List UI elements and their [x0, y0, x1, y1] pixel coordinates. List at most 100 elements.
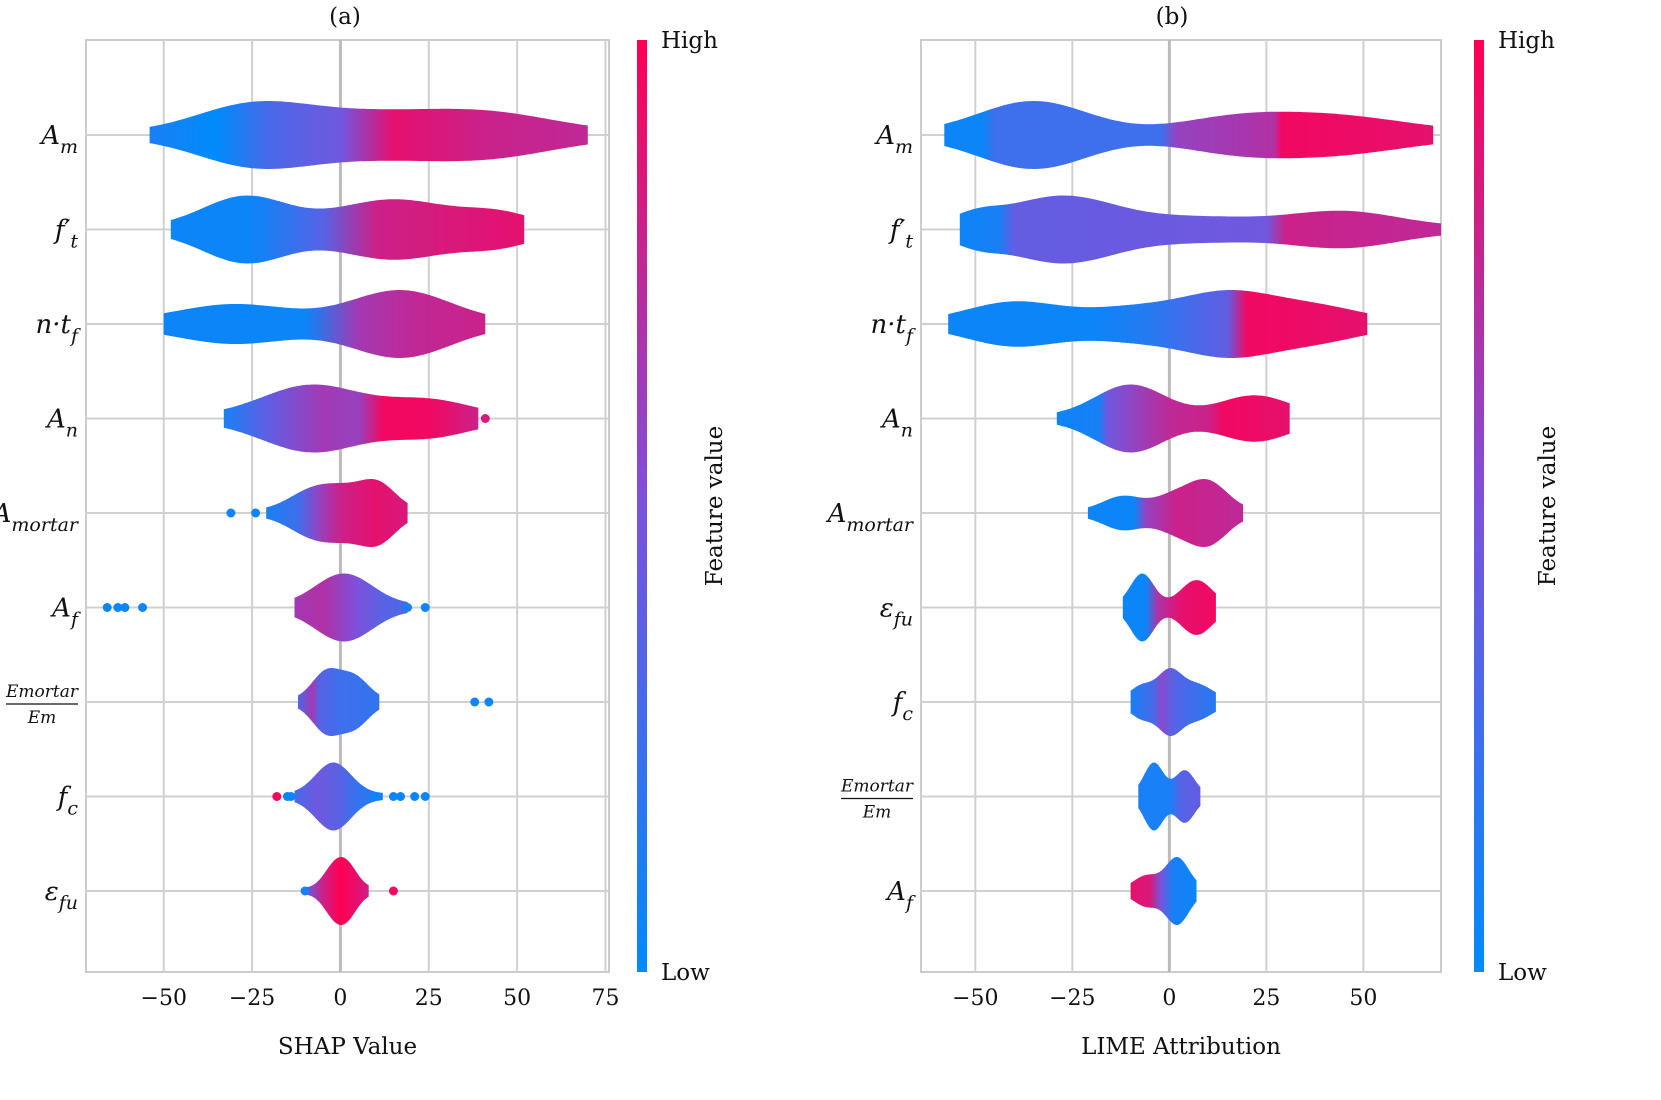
colorbar-high-label: High [1498, 28, 1555, 54]
colorbar [1474, 40, 1484, 972]
svg-text:Emortar: Emortar [5, 682, 79, 702]
colorbar [637, 40, 647, 972]
outlier-point [420, 792, 430, 801]
colorbar-low-label: Low [661, 960, 710, 986]
x-tick-label: 0 [333, 986, 347, 1011]
feature-label-n·t_f: n·tf [35, 310, 80, 347]
svg-text:Af: Af [885, 877, 916, 914]
outlier-point [251, 508, 261, 518]
violin-f't [959, 195, 1441, 264]
plot-frame [85, 39, 610, 973]
svg-text:fc: fc [56, 783, 79, 820]
x-tick-label: −50 [952, 986, 998, 1011]
outlier-point [300, 886, 310, 896]
svg-text:f′t: f′t [53, 216, 79, 253]
x-tick-label: 25 [1252, 986, 1280, 1011]
feature-label-n·t_f: n·tf [870, 310, 915, 347]
outlier-point [282, 792, 292, 801]
svg-text:Am: Am [39, 121, 78, 158]
feature-label-A_mortar: Amortar [0, 499, 80, 536]
violin-n·t_f [163, 290, 486, 358]
panel-title: (a) [329, 4, 361, 30]
svg-text:fc: fc [891, 688, 914, 725]
outlier-point [226, 508, 236, 518]
feature-label-ε_fu: εfu [880, 594, 913, 631]
x-axis-label: LIME Attribution [1081, 1034, 1281, 1060]
feature-label-A_mortar: Amortar [826, 499, 915, 536]
violin-A_mortar [1087, 479, 1244, 547]
panel-shap: Am f′t n·tf An Amortar Af Emortar Em fc εfu −50 −25… [0, 4, 728, 1060]
outlier-point [484, 697, 494, 707]
feature-label-A_n: An [45, 405, 78, 442]
feature-label-A_f: Af [885, 877, 916, 914]
outlier-point [113, 603, 123, 612]
violin-A_n [223, 384, 479, 453]
feature-label-Emortar/Em: Emortar Em [840, 777, 914, 823]
x-tick-label: 25 [415, 986, 443, 1011]
violin-A_f [1130, 857, 1197, 925]
outlier-point [388, 886, 398, 896]
violin-A_m [944, 101, 1434, 169]
svg-text:Amortar: Amortar [826, 499, 915, 536]
x-tick-label: −25 [229, 986, 275, 1011]
svg-text:Em: Em [862, 803, 892, 823]
panel-title: (b) [1156, 4, 1189, 30]
feature-label-ε_fu: εfu [45, 877, 78, 914]
svg-text:f′t: f′t [888, 216, 914, 253]
outlier-point [120, 603, 130, 612]
svg-text:εfu: εfu [45, 877, 78, 914]
feature-label-A_m: Am [39, 121, 78, 158]
violin-n·t_f [948, 290, 1368, 358]
violin-f_c [294, 762, 383, 831]
x-tick-label: −50 [141, 986, 187, 1011]
feature-label-A_n: An [880, 405, 913, 442]
outlier-point [420, 603, 430, 612]
outlier-point [470, 697, 480, 707]
feature-label-f_c: fc [891, 688, 914, 725]
outlier-point [138, 603, 148, 612]
feature-label-f't: f′t [888, 216, 914, 253]
violin-f't [170, 195, 525, 264]
outlier-point [371, 792, 381, 801]
violin-A_mortar [266, 479, 408, 547]
svg-text:εfu: εfu [880, 594, 913, 631]
outlier-point [410, 792, 420, 801]
outlier-point [480, 414, 490, 423]
x-tick-label: 50 [503, 986, 531, 1011]
x-tick-label: 0 [1162, 986, 1176, 1011]
colorbar-low-label: Low [1498, 960, 1547, 986]
outlier-point [396, 792, 406, 801]
violin-ε_fu [305, 857, 369, 925]
outlier-point [388, 792, 398, 801]
svg-text:Am: Am [874, 121, 913, 158]
violin-f_c [1130, 668, 1216, 736]
feature-label-Emortar/Em: Emortar Em [5, 682, 79, 728]
svg-text:n·tf: n·tf [870, 310, 915, 347]
svg-text:Af: Af [50, 594, 81, 631]
panel-lime: Am f′t n·tf An Amortar εfu fc Emortar Em Af −50 −25… [826, 4, 1561, 1060]
violin-A_n [1056, 384, 1290, 453]
svg-text:Em: Em [27, 708, 57, 728]
outlier-point [272, 792, 282, 801]
violin-Emortar/Em [1138, 762, 1201, 831]
feature-label-f't: f′t [53, 216, 79, 253]
x-tick-label: −25 [1049, 986, 1095, 1011]
x-tick-label: 50 [1349, 986, 1377, 1011]
colorbar-title: Feature value [1535, 426, 1561, 586]
x-axis-label: SHAP Value [278, 1034, 417, 1060]
colorbar-high-label: High [661, 28, 718, 54]
violin-A_m [149, 101, 588, 169]
svg-text:Amortar: Amortar [0, 499, 80, 536]
violin-ε_fu [1122, 573, 1216, 642]
feature-label-A_m: Am [874, 121, 913, 158]
svg-text:Emortar: Emortar [840, 777, 914, 797]
colorbar-title: Feature value [702, 426, 728, 586]
feature-label-A_f: Af [50, 594, 81, 631]
violin-A_f [294, 573, 408, 642]
outlier-point [102, 603, 112, 612]
violin-Emortar/Em [298, 668, 380, 736]
svg-text:n·tf: n·tf [35, 310, 80, 347]
plot-frame [920, 39, 1442, 973]
outlier-point [403, 603, 413, 612]
